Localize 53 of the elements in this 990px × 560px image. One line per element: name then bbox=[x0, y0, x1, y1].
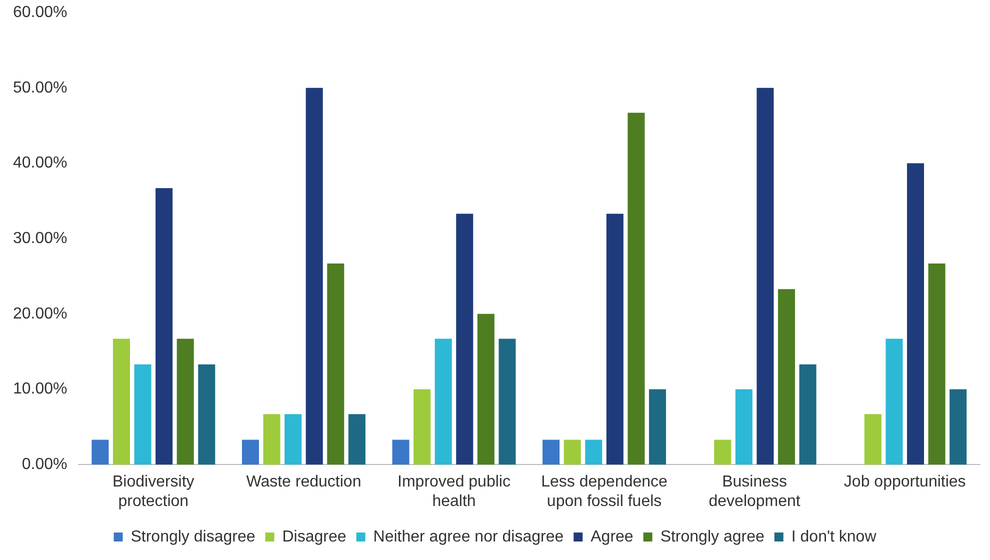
bar bbox=[306, 88, 323, 465]
bar bbox=[542, 440, 560, 465]
legend-label: Agree bbox=[590, 528, 634, 546]
bar bbox=[564, 440, 581, 465]
bar bbox=[348, 414, 366, 465]
y-tick-label: 60.00% bbox=[13, 4, 68, 22]
bar bbox=[735, 389, 752, 465]
x-tick-label: Less dependence upon fossil fuels bbox=[541, 474, 668, 510]
legend-label: Strongly disagree bbox=[130, 528, 256, 546]
bar bbox=[156, 188, 173, 465]
bar bbox=[714, 440, 732, 465]
x-tick-label: Biodiversity protection bbox=[112, 474, 194, 510]
y-tick-label: 20.00% bbox=[13, 305, 68, 322]
bar bbox=[327, 263, 344, 465]
y-tick-label: 10.00% bbox=[13, 380, 68, 398]
bar bbox=[112, 338, 130, 465]
bar bbox=[778, 289, 796, 465]
bar bbox=[176, 338, 194, 465]
bar bbox=[414, 389, 431, 465]
bar bbox=[606, 214, 624, 465]
bar bbox=[434, 338, 452, 465]
bar bbox=[886, 338, 903, 465]
y-tick-label: 40.00% bbox=[13, 154, 68, 172]
bar bbox=[950, 389, 967, 465]
bar bbox=[648, 389, 666, 465]
x-tick-label: Improved public health bbox=[398, 474, 510, 510]
bar bbox=[198, 364, 216, 465]
y-tick-label: 30.00% bbox=[13, 230, 68, 248]
bar bbox=[134, 364, 152, 465]
bar bbox=[585, 440, 602, 465]
x-tick-label: Job opportunities bbox=[844, 474, 966, 491]
bar bbox=[392, 440, 410, 465]
legend-label: Strongly agree bbox=[660, 528, 764, 546]
y-tick-label: 50.00% bbox=[13, 79, 68, 96]
y-tick-label: 0.00% bbox=[22, 456, 68, 474]
bar bbox=[92, 440, 109, 465]
x-tick-label: Business development bbox=[708, 474, 801, 510]
bar bbox=[263, 414, 280, 465]
bar bbox=[498, 338, 516, 465]
bar bbox=[242, 440, 259, 465]
bar bbox=[284, 414, 302, 465]
bar bbox=[456, 214, 474, 465]
bar bbox=[477, 314, 494, 465]
bar bbox=[628, 112, 645, 465]
legend-label: I don't know bbox=[791, 528, 877, 546]
x-tick-label: Waste reduction bbox=[246, 474, 362, 491]
bar bbox=[799, 364, 816, 465]
bar bbox=[864, 414, 882, 465]
bar bbox=[906, 163, 924, 465]
bar bbox=[756, 88, 774, 465]
bar bbox=[928, 263, 946, 465]
legend-label: Neither agree nor disagree bbox=[373, 528, 564, 546]
legend-label: Disagree bbox=[282, 528, 346, 546]
